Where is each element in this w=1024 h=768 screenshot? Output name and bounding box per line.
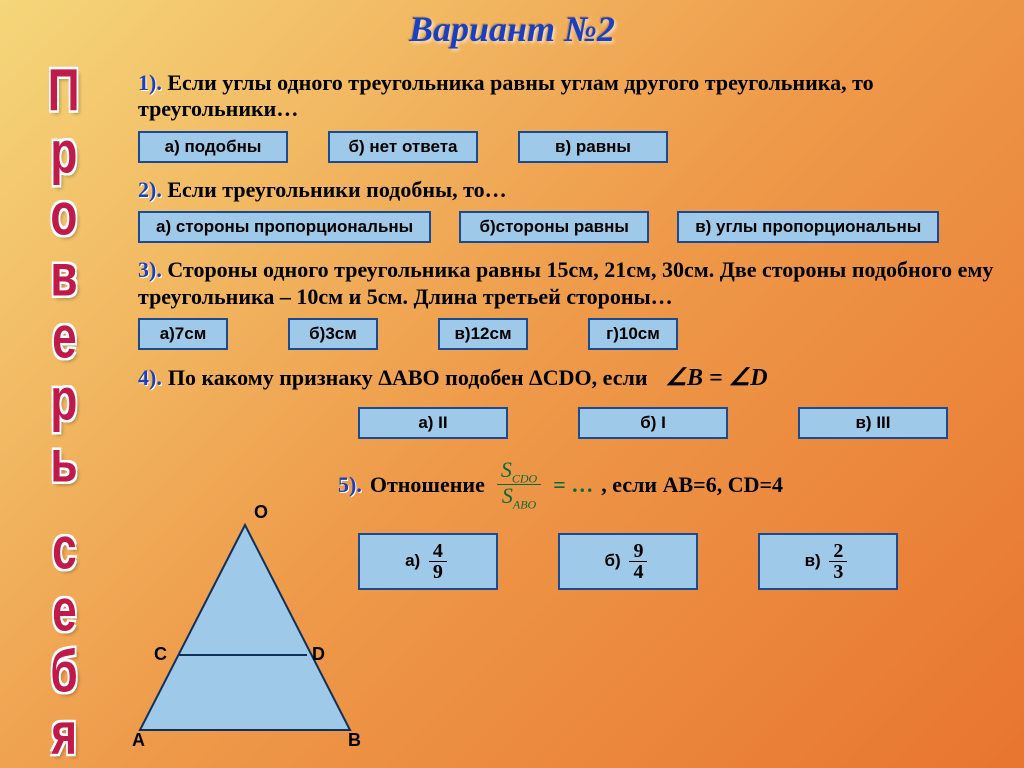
triangle-label-a: A (132, 730, 145, 751)
q3-text: Стороны одного треугольника равны 15см, … (138, 257, 993, 308)
q5-eq: = … (553, 472, 593, 498)
triangle-svg (130, 520, 360, 745)
q4-text: По какому признаку ΔАВО подобен ΔCDО, ес… (168, 365, 648, 391)
q2-text: Если треугольники подобны, то… (167, 177, 506, 202)
q4-answers: а) II б) I в) III (358, 407, 1006, 439)
q5-text-pre: Отношение (370, 472, 485, 498)
q4-number: 4). (138, 365, 162, 391)
triangle-shape (140, 525, 350, 730)
q5-text-post: , если АВ=6, CD=4 (601, 472, 783, 498)
q1-answers: а) подобны б) нет ответа в) равны (138, 131, 1006, 163)
sidebar-vertical-text: Проверь себя (4, 68, 124, 758)
triangle-label-b: B (348, 730, 361, 751)
q3-answer-b[interactable]: б)3см (288, 318, 378, 350)
q5-ratio: SCDO SABO (497, 459, 541, 511)
q5-answer-a[interactable]: а) 49 (358, 533, 498, 590)
q1-text: Если углы одного треугольника равны угла… (138, 70, 874, 121)
question-5: 5). Отношение SCDO SABO = … , если АВ=6,… (338, 459, 1006, 511)
q3-answer-d[interactable]: г)10см (588, 318, 678, 350)
q4-answer-a[interactable]: а) II (358, 407, 508, 439)
q1-number: 1). (138, 70, 162, 95)
triangle-label-d: D (312, 644, 325, 665)
q2-answer-c[interactable]: в) углы пропорциональны (677, 211, 939, 243)
q1-answer-c[interactable]: в) равны (518, 131, 668, 163)
q1-answer-b[interactable]: б) нет ответа (328, 131, 478, 163)
q2-number: 2). (138, 177, 162, 202)
q4-answer-c[interactable]: в) III (798, 407, 948, 439)
question-1: 1). Если углы одного треугольника равны … (138, 70, 1006, 123)
q5-answer-c[interactable]: в) 23 (758, 533, 898, 590)
q5-answers: а) 49 б) 94 в) 23 (358, 533, 1006, 590)
q2-answers: а) стороны пропорциональны б)стороны рав… (138, 211, 1006, 243)
q5-answer-b[interactable]: б) 94 (558, 533, 698, 590)
q3-answers: а)7см б)3см в)12см г)10см (138, 318, 1006, 350)
q2-answer-a[interactable]: а) стороны пропорциональны (138, 211, 431, 243)
q4-condition: ∠B = ∠D (666, 364, 768, 393)
q4-answer-b[interactable]: б) I (578, 407, 728, 439)
question-2: 2). Если треугольники подобны, то… (138, 177, 1006, 203)
page-title: Вариант №2 (0, 0, 1024, 50)
question-3: 3). Стороны одного треугольника равны 15… (138, 257, 1006, 310)
q2-answer-b[interactable]: б)стороны равны (459, 211, 649, 243)
triangle-diagram: O A B C D (130, 520, 360, 750)
q3-number: 3). (138, 257, 162, 282)
triangle-label-o: O (254, 502, 268, 523)
q1-answer-a[interactable]: а) подобны (138, 131, 288, 163)
q4-q5-right: а) II б) I в) III 5). Отношение SCDO SAB… (338, 399, 1006, 604)
question-4: 4). По какому признаку ΔАВО подобен ΔCDО… (138, 364, 1006, 393)
q3-answer-a[interactable]: а)7см (138, 318, 228, 350)
q3-answer-c[interactable]: в)12см (438, 318, 528, 350)
q5-number: 5). (338, 472, 362, 498)
triangle-label-c: C (154, 644, 167, 665)
